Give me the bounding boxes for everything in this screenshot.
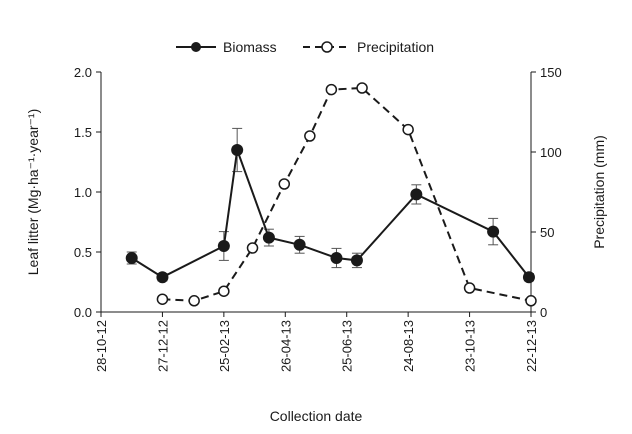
precipitation-point [278,178,291,190]
biomass-point [262,231,275,244]
precipitation-point [463,282,476,294]
precipitation-point [356,82,368,94]
x-tick-label: 25-02-13 [217,320,232,372]
y2-tick-label: 0 [540,305,547,320]
legend: Biomass Precipitation [176,39,434,55]
precipitation-series [156,82,537,307]
legend-precipitation-label: Precipitation [357,39,434,55]
precipitation-point [402,123,414,136]
biomass-series [125,127,535,284]
biomass-point [293,238,306,251]
y-tick-label: 0.5 [74,245,92,260]
precipitation-point [304,130,316,142]
precipitation-point [246,242,259,254]
y2-axis-title: Precipitation (mm) [591,135,607,249]
precipitation-point [188,295,200,307]
biomass-point [217,240,230,252]
legend-biomass-label: Biomass [223,39,277,55]
precipitation-point [525,295,537,307]
y-tick-label: 2.0 [74,65,92,80]
biomass-point [522,271,535,284]
y-tick-label: 1.5 [74,125,92,140]
biomass-point [231,144,244,156]
x-tick-label: 28-10-12 [94,320,109,372]
y2-tick-label: 100 [540,145,562,160]
y2-tick-label: 150 [540,65,562,80]
x-tick-label: 22-12-13 [524,320,539,372]
y2-ticks: 0 50 100 150 [531,65,562,320]
x-tick-label: 24-08-13 [401,320,416,372]
precipitation-point [218,285,230,297]
biomass-point [330,252,343,264]
legend-biomass-marker [191,42,201,52]
biomass-point [350,254,363,267]
x-tick-label: 25-06-13 [340,320,355,372]
biomass-point [410,188,423,201]
biomass-point [487,225,500,238]
x-tick-label: 23-10-13 [463,320,478,372]
precipitation-point [325,83,338,96]
y2-tick-label: 50 [540,225,554,240]
biomass-point [125,252,138,264]
x-axis-title: Collection date [270,408,363,424]
biomass-line [131,149,530,279]
x-tick-label: 26-04-13 [278,320,293,372]
y-tick-label: 0.0 [74,305,92,320]
x-ticks: 28-10-12 27-12-12 25-02-13 26-04-13 25-06-13… [94,312,539,372]
legend-precipitation-marker [321,41,333,53]
precipitation-line [162,86,532,302]
y-axis-title: Leaf litter (Mg·ha⁻¹·year⁻¹) [25,109,41,275]
x-tick-label: 27-12-12 [155,320,170,372]
precipitation-point [156,293,169,305]
y-tick-label: 1.0 [74,185,92,200]
y-ticks: 0.0 0.5 1.0 1.5 2.0 [74,65,101,320]
biomass-point [156,271,169,284]
